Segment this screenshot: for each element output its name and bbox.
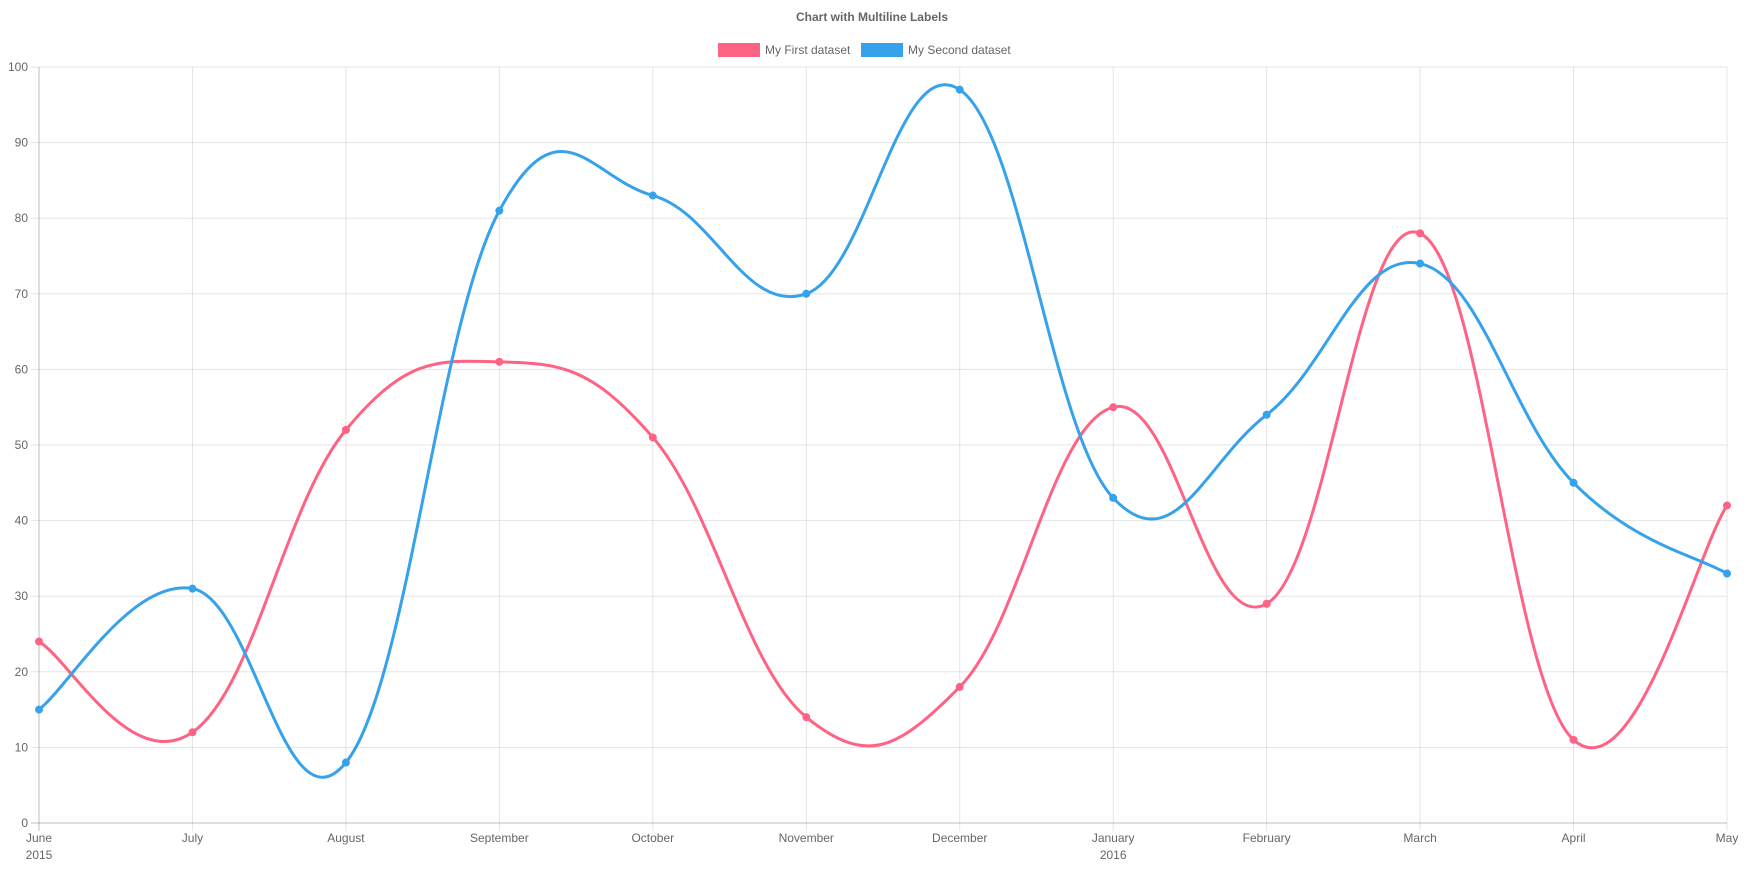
x-tick-label-0-1: 2015 [26, 848, 53, 862]
data-point-2-10[interactable] [1569, 478, 1578, 487]
x-tick-label-1-0: July [182, 831, 203, 845]
y-tick-label-5: 50 [15, 438, 29, 452]
grid [31, 66, 1728, 831]
series-2 [35, 83, 1731, 779]
y-tick-label-1: 10 [15, 740, 29, 754]
data-point-1-10[interactable] [1569, 735, 1578, 744]
y-tick-label-7: 70 [15, 287, 29, 301]
data-point-1-5[interactable] [802, 713, 811, 722]
x-tick-label-8-0: February [1243, 831, 1291, 845]
x-tick-label-4-0: October [631, 831, 674, 845]
x-tick-label-2-0: August [327, 831, 365, 845]
x-tick-label-3-0: September [470, 831, 529, 845]
legend-label-2[interactable]: My Second dataset [908, 43, 1011, 57]
data-point-1-6[interactable] [955, 682, 964, 691]
y-tick-label-0: 0 [21, 816, 28, 830]
data-point-1-1[interactable] [188, 728, 197, 737]
x-tick-label-7-1: 2016 [1100, 848, 1127, 862]
y-axis: 0 10 20 30 40 50 60 70 80 90 100 [8, 60, 28, 830]
data-point-2-8[interactable] [1262, 410, 1271, 419]
series-layer [35, 83, 1731, 779]
y-tick-label-9: 90 [15, 136, 29, 150]
data-point-1-11[interactable] [1723, 501, 1731, 510]
series-1 [35, 229, 1731, 750]
data-point-1-2[interactable] [341, 425, 350, 434]
data-point-1-3[interactable] [495, 357, 504, 366]
y-tick-label-3: 30 [15, 589, 29, 603]
data-point-2-6[interactable] [955, 85, 964, 94]
data-point-2-11[interactable] [1723, 569, 1731, 578]
x-tick-label-10-0: April [1562, 831, 1586, 845]
data-point-2-5[interactable] [802, 289, 811, 298]
data-point-1-8[interactable] [1262, 599, 1271, 608]
data-point-1-4[interactable] [648, 433, 657, 442]
series-line-1 [37, 230, 1729, 750]
data-point-2-3[interactable] [495, 206, 504, 215]
legend: My First dataset My Second dataset [718, 43, 1011, 57]
x-axis: June 2015 July August September October Novemb… [26, 831, 1739, 862]
data-point-2-1[interactable] [188, 584, 197, 593]
y-tick-label-8: 80 [15, 211, 29, 225]
data-point-1-0[interactable] [35, 637, 43, 646]
data-point-2-0[interactable] [35, 705, 43, 714]
x-tick-label-6-0: December [932, 831, 987, 845]
x-tick-label-9-0: March [1403, 831, 1436, 845]
x-tick-label-0-0: June [26, 831, 52, 845]
data-point-1-7[interactable] [1109, 403, 1118, 412]
x-tick-label-11-0: May [1716, 831, 1739, 845]
data-point-1-9[interactable] [1416, 229, 1425, 238]
x-tick-label-5-0: November [779, 831, 834, 845]
legend-swatch-2[interactable] [861, 43, 903, 57]
data-point-2-7[interactable] [1109, 493, 1118, 502]
y-tick-label-2: 20 [15, 665, 29, 679]
y-tick-label-4: 40 [15, 514, 29, 528]
legend-label-1[interactable]: My First dataset [765, 43, 851, 57]
data-point-2-2[interactable] [341, 758, 350, 767]
y-tick-label-6: 60 [15, 362, 29, 376]
data-point-2-4[interactable] [648, 191, 657, 200]
series-line-2 [37, 83, 1729, 779]
x-tick-label-7-0: January [1092, 831, 1135, 845]
chart-title: Chart with Multiline Labels [796, 10, 948, 24]
legend-swatch-1[interactable] [718, 43, 760, 57]
y-tick-label-10: 100 [8, 60, 28, 74]
data-point-2-9[interactable] [1416, 259, 1425, 268]
